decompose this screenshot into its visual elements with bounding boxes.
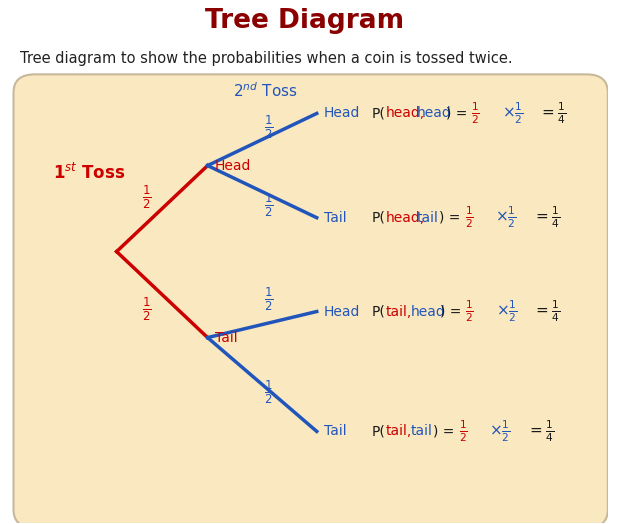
Text: $\frac{1}{2}$: $\frac{1}{2}$ <box>264 192 273 220</box>
Text: $\times\frac{1}{2}$: $\times\frac{1}{2}$ <box>495 205 516 231</box>
Text: $\frac{1}{2}$: $\frac{1}{2}$ <box>465 299 474 324</box>
Text: head,: head, <box>386 106 425 121</box>
Text: $=\frac{1}{4}$: $=\frac{1}{4}$ <box>526 419 554 444</box>
Text: Tail: Tail <box>324 211 347 225</box>
FancyBboxPatch shape <box>13 74 608 524</box>
Text: $\frac{1}{2}$: $\frac{1}{2}$ <box>142 295 152 323</box>
Text: tail,: tail, <box>386 424 411 439</box>
Text: head: head <box>417 106 452 121</box>
Text: $\frac{1}{2}$: $\frac{1}{2}$ <box>465 205 474 231</box>
Text: Head: Head <box>324 106 360 121</box>
Text: Tree Diagram: Tree Diagram <box>205 8 404 34</box>
Text: P(: P( <box>371 106 385 121</box>
Text: $\frac{1}{2}$: $\frac{1}{2}$ <box>264 114 273 141</box>
Text: $\frac{1}{2}$: $\frac{1}{2}$ <box>142 183 152 211</box>
Text: P(: P( <box>371 304 385 319</box>
Text: P(: P( <box>371 424 385 439</box>
Text: tail: tail <box>411 424 433 439</box>
Text: ) =: ) = <box>439 211 460 225</box>
Text: Head: Head <box>324 304 360 319</box>
Text: 1$^{st}$ Toss: 1$^{st}$ Toss <box>53 163 125 183</box>
Text: 2$^{nd}$ Toss: 2$^{nd}$ Toss <box>233 82 298 101</box>
Text: $\frac{1}{2}$: $\frac{1}{2}$ <box>471 101 480 126</box>
Text: Head: Head <box>215 159 251 172</box>
Text: $=\frac{1}{4}$: $=\frac{1}{4}$ <box>539 101 567 126</box>
Text: head: head <box>411 304 445 319</box>
Text: head,: head, <box>386 211 425 225</box>
Text: ) =: ) = <box>433 424 455 439</box>
Text: Tail: Tail <box>215 331 238 345</box>
Text: $\frac{1}{2}$: $\frac{1}{2}$ <box>264 379 273 406</box>
Text: Tree diagram to show the probabilities when a coin is tossed twice.: Tree diagram to show the probabilities w… <box>19 51 512 66</box>
Text: $\frac{1}{2}$: $\frac{1}{2}$ <box>264 286 273 313</box>
Text: P(: P( <box>371 211 385 225</box>
Text: ) =: ) = <box>440 304 461 319</box>
Text: tail,: tail, <box>386 304 411 319</box>
Text: $\times\frac{1}{2}$: $\times\frac{1}{2}$ <box>502 101 523 126</box>
Text: tail: tail <box>417 211 438 225</box>
Text: $\times\frac{1}{2}$: $\times\frac{1}{2}$ <box>489 419 511 444</box>
Text: Tail: Tail <box>324 424 347 439</box>
Text: ) =: ) = <box>446 106 467 121</box>
Text: $=\frac{1}{4}$: $=\frac{1}{4}$ <box>533 299 561 324</box>
Text: $\frac{1}{2}$: $\frac{1}{2}$ <box>459 419 467 444</box>
Text: $\times\frac{1}{2}$: $\times\frac{1}{2}$ <box>496 299 517 324</box>
Text: $=\frac{1}{4}$: $=\frac{1}{4}$ <box>533 205 560 231</box>
